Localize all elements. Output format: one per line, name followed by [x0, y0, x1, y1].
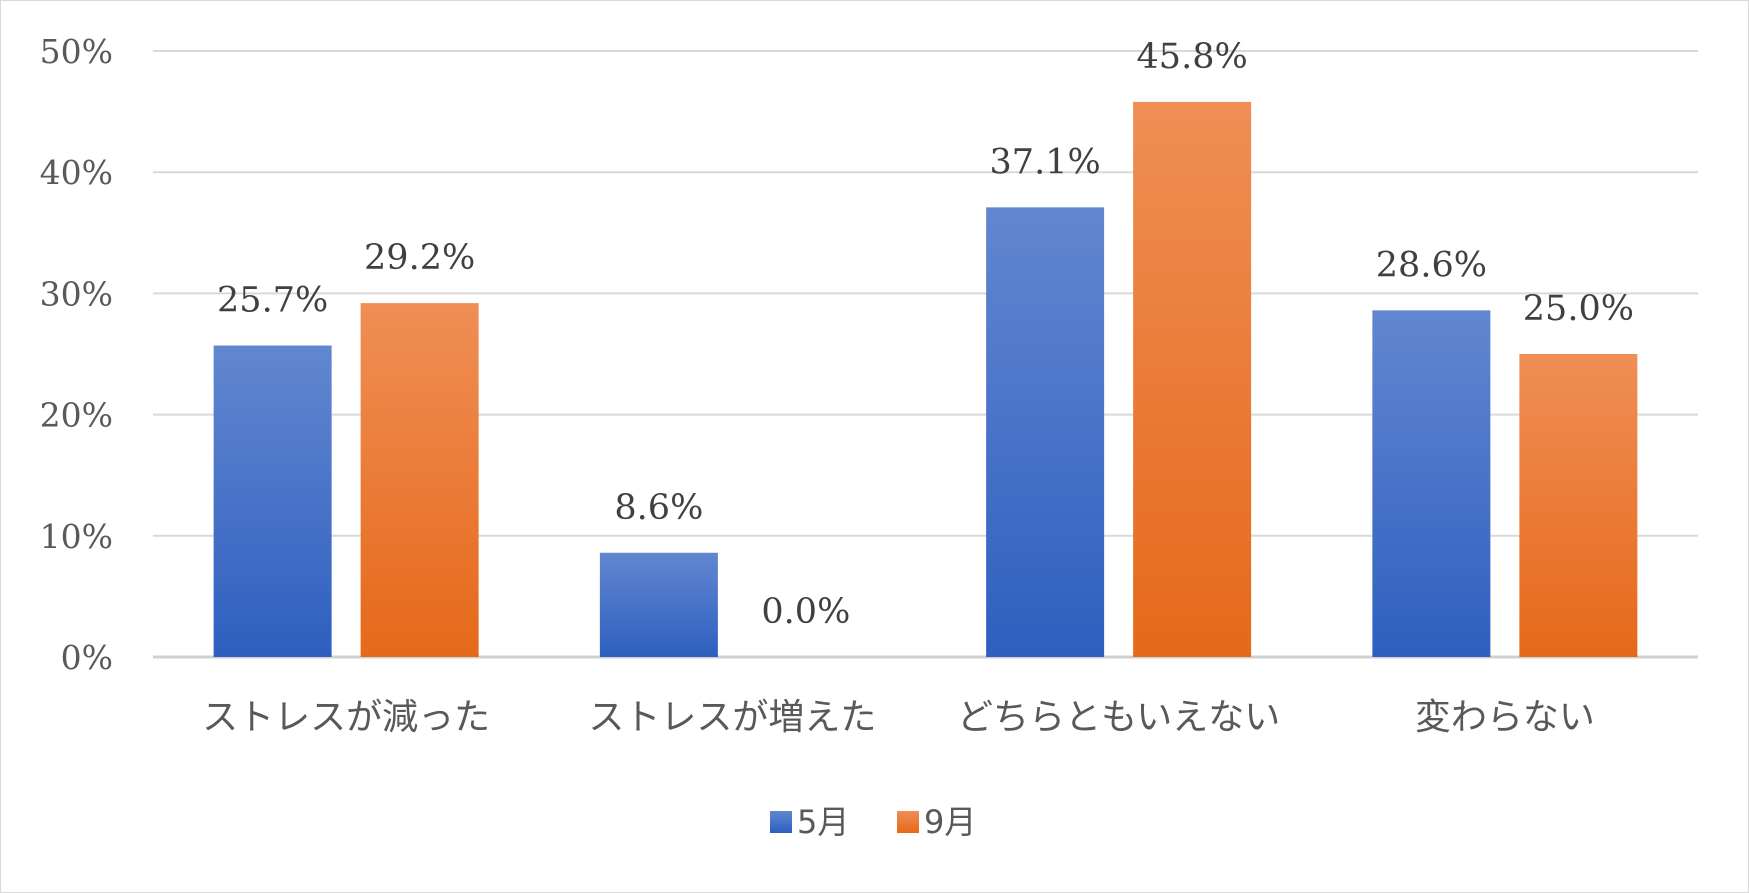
y-tick-label: 30% — [40, 274, 113, 313]
category-label: 変わらない — [1415, 697, 1595, 738]
data-label: 28.6% — [1376, 245, 1487, 285]
bars — [213, 101, 1638, 658]
bar-may-0 — [213, 345, 332, 657]
y-tick-label: 40% — [40, 153, 113, 192]
category-label: どちらともいえない — [957, 697, 1280, 738]
y-tick-label: 0% — [61, 638, 113, 677]
data-label: 25.7% — [217, 281, 328, 321]
bar-sep-3 — [1519, 354, 1638, 657]
category-label: ストレスが減った — [202, 697, 490, 738]
data-label: 8.6% — [614, 488, 703, 528]
data-labels: 25.7% 29.2% 8.6% 0.0% 37.1% 45.8% 28.6% 25.0% — [217, 37, 1634, 632]
y-tick-label: 10% — [40, 517, 113, 556]
data-label: 37.1% — [990, 142, 1101, 182]
bar-sep-2 — [1133, 101, 1252, 658]
data-label: 29.2% — [364, 238, 475, 278]
category-label: ストレスが増えた — [588, 697, 876, 738]
legend: 5月 9月 — [770, 803, 976, 841]
y-axis-ticks: 0% 10% 20% 30% 40% 50% — [40, 32, 113, 677]
category-labels: ストレスが減った ストレスが増えた どちらともいえない 変わらない — [202, 697, 1595, 738]
legend-label: 9月 — [924, 803, 976, 841]
legend-swatch — [770, 811, 792, 833]
data-label: 45.8% — [1137, 37, 1248, 77]
bar-sep-0 — [360, 303, 479, 657]
bar-may-2 — [986, 207, 1105, 657]
bar-may-1 — [599, 552, 718, 657]
bar-may-3 — [1372, 310, 1491, 657]
y-tick-label: 20% — [40, 396, 113, 435]
data-label: 25.0% — [1523, 289, 1634, 329]
legend-swatch — [897, 811, 919, 833]
legend-label: 5月 — [797, 803, 849, 841]
data-label: 0.0% — [761, 592, 850, 632]
y-tick-label: 50% — [40, 32, 113, 71]
